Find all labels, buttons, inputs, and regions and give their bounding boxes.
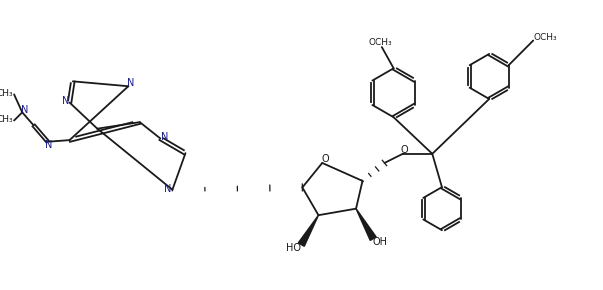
Text: OH: OH xyxy=(373,237,388,246)
Polygon shape xyxy=(356,209,376,240)
Text: O: O xyxy=(321,154,329,164)
Text: OCH₃: OCH₃ xyxy=(533,33,557,42)
Text: N: N xyxy=(22,105,29,115)
Text: N: N xyxy=(45,140,52,150)
Text: N: N xyxy=(164,184,171,194)
Text: N: N xyxy=(62,96,69,106)
Text: HO: HO xyxy=(286,244,301,253)
Polygon shape xyxy=(298,215,318,246)
Text: OCH₃: OCH₃ xyxy=(368,38,392,47)
Text: N: N xyxy=(127,78,134,88)
Text: CH₃: CH₃ xyxy=(0,115,14,124)
Text: O: O xyxy=(401,145,408,155)
Text: N: N xyxy=(160,131,168,142)
Text: CH₃: CH₃ xyxy=(0,89,14,98)
